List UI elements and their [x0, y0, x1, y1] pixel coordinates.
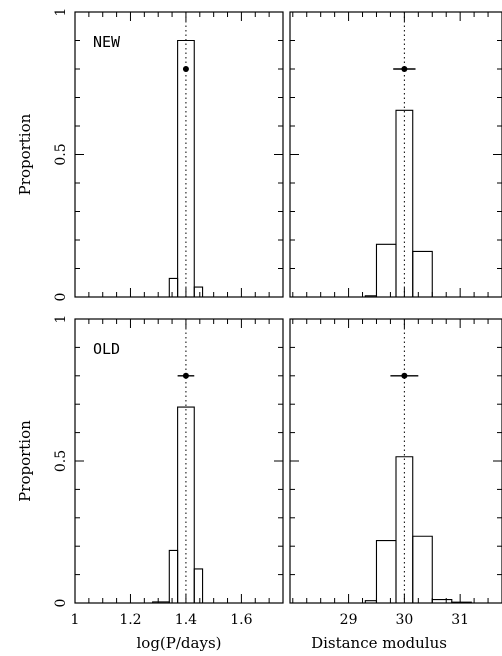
chart-0-histogram-bar — [177, 39, 195, 297]
chart-0-histogram-bar — [193, 286, 204, 297]
chart-1-histogram-bar — [395, 109, 414, 297]
chart-1-data-point — [401, 66, 408, 72]
chart-2-histogram-bar — [177, 406, 195, 603]
chart-2-x-axis-label: log(P/days) — [137, 634, 222, 652]
chart-2-y-tick-label: 1 — [53, 315, 69, 324]
chart-2-x-tick-label: 1 — [71, 612, 80, 628]
chart-2-x-tick-label: 1.2 — [119, 612, 141, 628]
chart-0-frame — [74, 11, 284, 298]
chart-3-x-axis-label: Distance modulus — [311, 634, 447, 652]
chart-2-y-axis-label: Proportion — [16, 420, 34, 502]
chart-2-frame — [74, 318, 284, 604]
chart-0-y-axis-label: Proportion — [16, 113, 34, 195]
chart-3-histogram-bar — [395, 456, 414, 603]
chart-2-x-tick-label: 1.6 — [230, 612, 252, 628]
chart-0-panel-label: NEW — [93, 33, 121, 51]
chart-2-panel-label: OLD — [93, 340, 120, 358]
chart-0-histogram-bar — [168, 277, 179, 297]
chart-2-x-tick-label: 1.4 — [175, 612, 197, 628]
chart-2-data-point — [182, 372, 189, 379]
chart-0-y-tick-label: 0.5 — [53, 143, 69, 165]
chart-0-y-tick-label: 1 — [53, 8, 69, 17]
chart-2-y-tick-label: 0 — [53, 599, 69, 608]
chart-3-histogram-bar — [412, 535, 433, 603]
chart-0-data-point — [182, 66, 189, 72]
chart-1-histogram-bar — [412, 250, 433, 297]
chart-3-histogram-bar — [431, 599, 453, 603]
chart-2-y-tick-label: 0.5 — [53, 450, 69, 472]
chart-2-histogram-bar — [193, 568, 204, 603]
chart-2-histogram-bar — [168, 549, 179, 603]
chart-3-data-point — [401, 372, 408, 379]
chart-3-histogram-bar — [375, 539, 397, 603]
chart-3-x-tick-label: 29 — [340, 612, 358, 628]
chart-3-x-tick-label: 30 — [395, 612, 413, 628]
chart-0-y-tick-label: 0 — [53, 293, 69, 302]
chart-1-histogram-bar — [375, 243, 397, 297]
chart-3-x-tick-label: 31 — [451, 612, 469, 628]
